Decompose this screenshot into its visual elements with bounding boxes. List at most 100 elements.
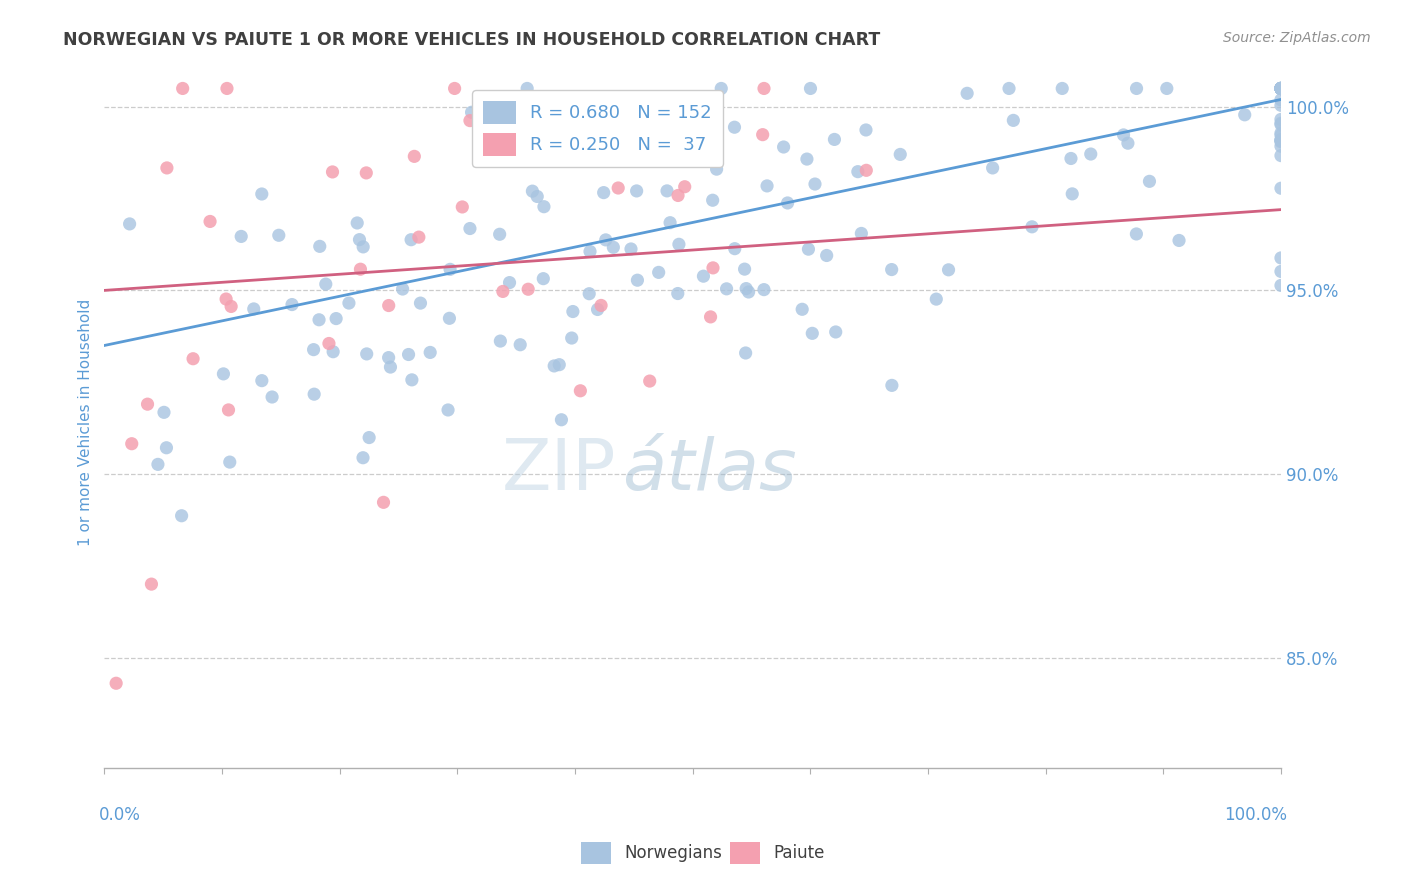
Point [855, 163, 877, 178]
Text: ZIP: ZIP [502, 436, 616, 506]
Point [655, 184, 678, 198]
Point [359, 431, 381, 445]
Point [136, 397, 159, 411]
Point [561, 304, 583, 318]
Y-axis label: 1 or more Vehicles in Household: 1 or more Vehicles in Household [79, 299, 93, 546]
Point [1270, 98, 1292, 112]
Point [734, 262, 756, 277]
Point [155, 441, 177, 455]
Point [250, 186, 273, 201]
Point [1139, 174, 1161, 188]
Point [796, 152, 818, 166]
Point [439, 262, 461, 277]
Point [325, 311, 347, 326]
Point [1270, 81, 1292, 95]
Point [981, 161, 1004, 175]
Text: 0.0%: 0.0% [98, 805, 141, 823]
Point [488, 227, 510, 242]
Point [181, 351, 204, 366]
Point [938, 262, 960, 277]
Point [925, 292, 948, 306]
Point [401, 373, 423, 387]
Point [724, 242, 747, 256]
Point [398, 347, 420, 361]
Point [702, 260, 724, 275]
Point [451, 200, 474, 214]
Point [1270, 116, 1292, 130]
Point [146, 458, 169, 472]
Point [409, 296, 432, 310]
Point [356, 166, 378, 180]
Point [1270, 81, 1292, 95]
Point [647, 265, 669, 279]
Point [956, 87, 979, 101]
Point [668, 237, 690, 252]
Point [692, 269, 714, 284]
Point [998, 81, 1021, 95]
Point [1168, 234, 1191, 248]
Text: átlas: átlas [621, 436, 797, 506]
Point [710, 81, 733, 95]
Point [752, 81, 775, 95]
Point [531, 271, 554, 285]
Point [513, 143, 536, 157]
Point [607, 181, 630, 195]
Point [1270, 128, 1292, 143]
Point [1270, 81, 1292, 95]
Point [1060, 152, 1083, 166]
Point [172, 81, 194, 95]
Point [141, 577, 163, 591]
Point [1270, 81, 1292, 95]
Point [776, 196, 799, 211]
Point [105, 676, 128, 690]
Point [352, 240, 374, 254]
Point [1062, 186, 1084, 201]
Point [592, 186, 614, 200]
Point [1270, 126, 1292, 140]
Point [509, 337, 531, 351]
Point [533, 128, 555, 143]
Point [889, 147, 911, 161]
Point [638, 374, 661, 388]
Point [156, 161, 179, 175]
Point [846, 164, 869, 178]
Point [752, 283, 775, 297]
Point [1270, 251, 1292, 265]
Point [1270, 81, 1292, 95]
Point [219, 300, 242, 314]
Point [1270, 133, 1292, 147]
Point [439, 311, 461, 326]
Point [578, 286, 600, 301]
Point [1270, 139, 1292, 153]
Point [751, 128, 773, 142]
Point [1270, 148, 1292, 162]
Point [408, 230, 430, 244]
Point [1270, 133, 1292, 147]
Point [404, 149, 426, 163]
Point [302, 343, 325, 357]
Point [498, 276, 520, 290]
Point [543, 359, 565, 373]
Point [215, 292, 238, 306]
Point [118, 217, 141, 231]
Point [322, 344, 344, 359]
Point [723, 120, 745, 135]
Point [673, 179, 696, 194]
Point [550, 413, 572, 427]
Point [880, 378, 903, 392]
Point [1270, 93, 1292, 107]
Point [801, 326, 824, 341]
Point [851, 227, 873, 241]
Point [586, 302, 609, 317]
Point [1270, 181, 1292, 195]
Point [377, 351, 399, 365]
Point [1270, 81, 1292, 95]
Point [1270, 81, 1292, 95]
Point [315, 277, 337, 292]
Point [1080, 147, 1102, 161]
Point [1112, 128, 1135, 142]
Point [1233, 108, 1256, 122]
Point [641, 91, 664, 105]
Point [533, 200, 555, 214]
Point [419, 345, 441, 359]
